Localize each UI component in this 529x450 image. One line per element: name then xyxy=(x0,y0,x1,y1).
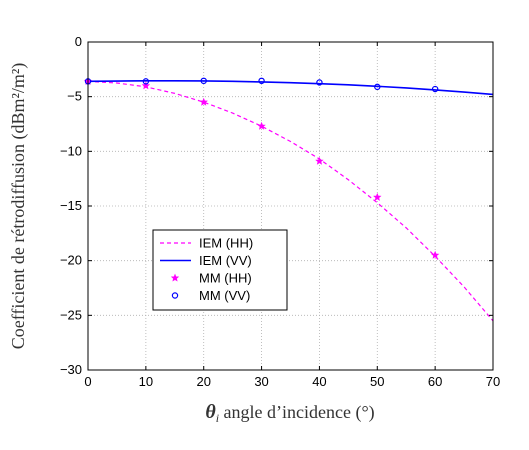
data-point-mm-hh xyxy=(315,156,324,165)
data-point-mm-vv xyxy=(258,77,265,85)
x-tick-label: 70 xyxy=(486,374,500,389)
data-point-mm-hh xyxy=(141,81,151,90)
y-tick-label: −30 xyxy=(60,362,82,377)
data-point-mm-hh xyxy=(430,250,440,259)
x-tick-label: 30 xyxy=(254,374,268,389)
legend-label: MM (VV) xyxy=(199,288,250,303)
data-point-mm-vv xyxy=(431,85,439,93)
y-tick-label: −25 xyxy=(60,307,82,322)
y-tick-label: −20 xyxy=(60,253,82,268)
y-tick-label: −10 xyxy=(60,143,82,158)
data-point-mm-vv xyxy=(200,77,207,85)
data-point-mm-hh xyxy=(373,192,382,201)
series-layer xyxy=(83,76,494,322)
grid xyxy=(88,42,493,370)
series-line-iem-vv xyxy=(87,80,494,96)
data-point-mm-vv xyxy=(142,78,150,85)
data-point-mm-hh xyxy=(257,121,266,130)
x-tick-label: 0 xyxy=(84,374,91,389)
x-tick-label: 50 xyxy=(370,374,384,389)
x-tick-label: 10 xyxy=(139,374,153,389)
data-point-mm-hh xyxy=(199,97,208,106)
plot-area xyxy=(88,42,493,370)
x-tick-label: 40 xyxy=(312,374,326,389)
x-axis-text: angle d’incidence (°) xyxy=(219,402,375,423)
x-tick-label: 60 xyxy=(428,374,442,389)
x-axis-title: θi angle d’incidence (°) xyxy=(205,401,374,425)
series-line-iem-hh xyxy=(87,80,494,322)
y-tick-label: −15 xyxy=(60,198,82,213)
x-axis-subscript: i xyxy=(216,411,219,425)
legend-swatch xyxy=(170,273,180,282)
legend: IEM (HH) IEM (VV) MM (HH) MM (VV) xyxy=(152,229,288,311)
x-axis-symbol: θ xyxy=(205,401,216,423)
legend-swatch xyxy=(171,292,179,299)
y-tick-label: −5 xyxy=(67,89,82,104)
y-tick-label: 0 xyxy=(75,34,82,49)
legend-label: MM (HH) xyxy=(199,271,252,286)
data-point-mm-vv xyxy=(316,79,323,86)
ticks: 0 10 20 30 40 50 60 70 0 −5 −10 −15 −20 −25 −30 xyxy=(60,34,500,389)
x-tick-label: 20 xyxy=(196,374,210,389)
y-axis-title: Coefficient de rétrodiffusion (dBm²/m²) xyxy=(8,63,29,350)
legend-label: IEM (VV) xyxy=(199,253,252,268)
legend-label: IEM (HH) xyxy=(199,236,253,251)
data-point-mm-vv xyxy=(374,83,381,91)
